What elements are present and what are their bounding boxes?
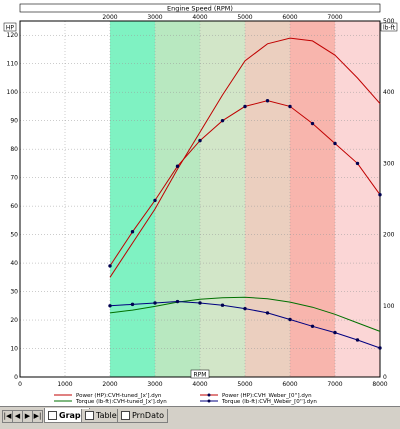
top-axis-tick-label: 5000: [237, 14, 252, 21]
y-left-tick-label: 80: [10, 146, 18, 153]
y-right-unit-box: [380, 22, 398, 32]
series-point-3: [378, 346, 382, 350]
top-axis-tick-label: 2000: [102, 14, 117, 21]
series-point-1: [153, 198, 157, 203]
y-right-tick-label: 400: [383, 89, 395, 96]
x-tick-label: 8000: [372, 381, 387, 388]
rpm-band-6000: [290, 21, 335, 377]
x-axis-label: RPM: [194, 372, 207, 379]
x-tick-label: 6000: [282, 381, 297, 388]
x-tick-label: 4000: [192, 381, 207, 388]
table-icon: [85, 411, 94, 420]
y-right-tick-label: 200: [383, 232, 395, 239]
series-point-3: [198, 301, 202, 305]
tab-graph-label: Graph: [59, 410, 87, 420]
top-axis-title: Engine Speed (RPM): [167, 5, 233, 13]
y-left-unit-box: [3, 22, 17, 32]
y-left-tick-label: 70: [10, 175, 18, 182]
series-point-3: [355, 338, 360, 342]
graph-panel: Engine Speed (RPM) 2000 3000 4000 5000 6000 70…: [0, 0, 400, 406]
last-tab-button[interactable]: ▶|: [32, 410, 43, 423]
rpm-band-7000: [335, 21, 380, 377]
legend-marker-1: [207, 393, 211, 397]
y-right-tick-label: 100: [383, 303, 395, 310]
y-left-tick-label: 120: [7, 32, 19, 39]
legend-label-3: Torque (lb-ft):CVH_Weber_[0''].dyn: [221, 399, 317, 405]
series-point-3: [310, 324, 315, 329]
top-axis-tick-label: 4000: [192, 14, 207, 21]
series-point-3: [333, 330, 337, 335]
y-right-tick-label: 500: [383, 18, 395, 25]
series-point-3: [288, 317, 292, 322]
y-left-tick-label: 30: [10, 289, 18, 296]
legend-label-0: Power (HP):CVH-tuned_[x'].dyn: [76, 393, 162, 399]
y-left-tick-label: 50: [10, 232, 18, 239]
y-left-tick-label: 20: [10, 317, 18, 324]
series-line-2: [109, 296, 381, 332]
y-right-tick-label: 300: [383, 160, 395, 167]
dyno-chart: Engine Speed (RPM)2000 3000 4000 5000 6000 70…: [3, 3, 398, 405]
y-left-tick-label: 90: [10, 118, 18, 125]
series-point-1: [355, 161, 360, 166]
rpm-band-3000: [155, 21, 200, 377]
y-right-tick-label: 0: [383, 374, 387, 381]
series-point-1: [378, 193, 382, 197]
series-point-1: [265, 99, 270, 103]
series-point-3: [243, 306, 247, 311]
tab-bar: |◀ ◀ ▶ ▶| Graph Table PrnDato: [0, 406, 400, 429]
series-point-1: [243, 104, 247, 109]
y-left-tick-label: 100: [7, 89, 19, 96]
series-point-1: [130, 230, 135, 234]
rpm-band-5000: [245, 21, 290, 377]
series-point-3: [220, 303, 225, 307]
series-point-1: [108, 264, 112, 268]
series-line-0: [109, 37, 381, 278]
series-point-1: [198, 138, 202, 143]
y-left-unit-label: HP: [6, 25, 15, 32]
tab-table[interactable]: Table: [81, 409, 121, 423]
series-point-1: [310, 121, 315, 126]
series-point-1: [288, 104, 292, 109]
series-point-3: [130, 302, 135, 307]
x-tick-label: 7000: [327, 381, 342, 388]
y-left-tick-label: 60: [10, 203, 18, 210]
x-tick-label: 2000: [102, 381, 117, 388]
x-tick-label: 5000: [237, 381, 252, 388]
legend-label-1: Power (HP):CVH_Weber_[0''].dyn: [222, 393, 312, 399]
graph-icon: [48, 410, 57, 420]
series-point-3: [265, 311, 270, 315]
y-left-tick-label: 10: [10, 346, 18, 353]
rpm-band-4000: [200, 21, 245, 377]
tab-table-label: Table: [96, 411, 117, 420]
legend-marker-3: [207, 399, 211, 403]
y-left-tick-label: 40: [10, 260, 18, 267]
tab-prndato[interactable]: PrnDato: [117, 409, 168, 423]
x-tick-label: 1000: [57, 381, 72, 388]
x-tick-label: 3000: [147, 381, 162, 388]
series-point-1: [220, 118, 225, 123]
series-point-3: [108, 304, 112, 308]
legend-label-2: Torque (lb-ft):CVH-tuned_[x'].dyn: [75, 399, 167, 405]
x-axis-label-box: [190, 369, 210, 379]
tab-graph[interactable]: Graph: [44, 408, 91, 423]
top-axis-tick-label: 6000: [282, 14, 297, 21]
y-left-tick-label: 0: [14, 374, 18, 381]
top-axis-tick-label: 7000: [327, 14, 342, 21]
series-point-1: [333, 141, 337, 146]
y-left-tick-label: 110: [7, 61, 19, 68]
series-point-3: [175, 299, 180, 304]
tab-prndato-label: PrnDato: [132, 411, 164, 420]
series-point-1: [175, 164, 180, 168]
top-axis-title-box: [19, 3, 381, 13]
rpm-band-2000: [110, 21, 155, 377]
y-right-unit-label: lb-ft: [383, 25, 396, 32]
series-point-3: [153, 301, 157, 305]
print-data-icon: [121, 411, 130, 420]
top-axis-tick-label: 3000: [147, 14, 162, 21]
x-tick-label: 0: [18, 381, 22, 388]
